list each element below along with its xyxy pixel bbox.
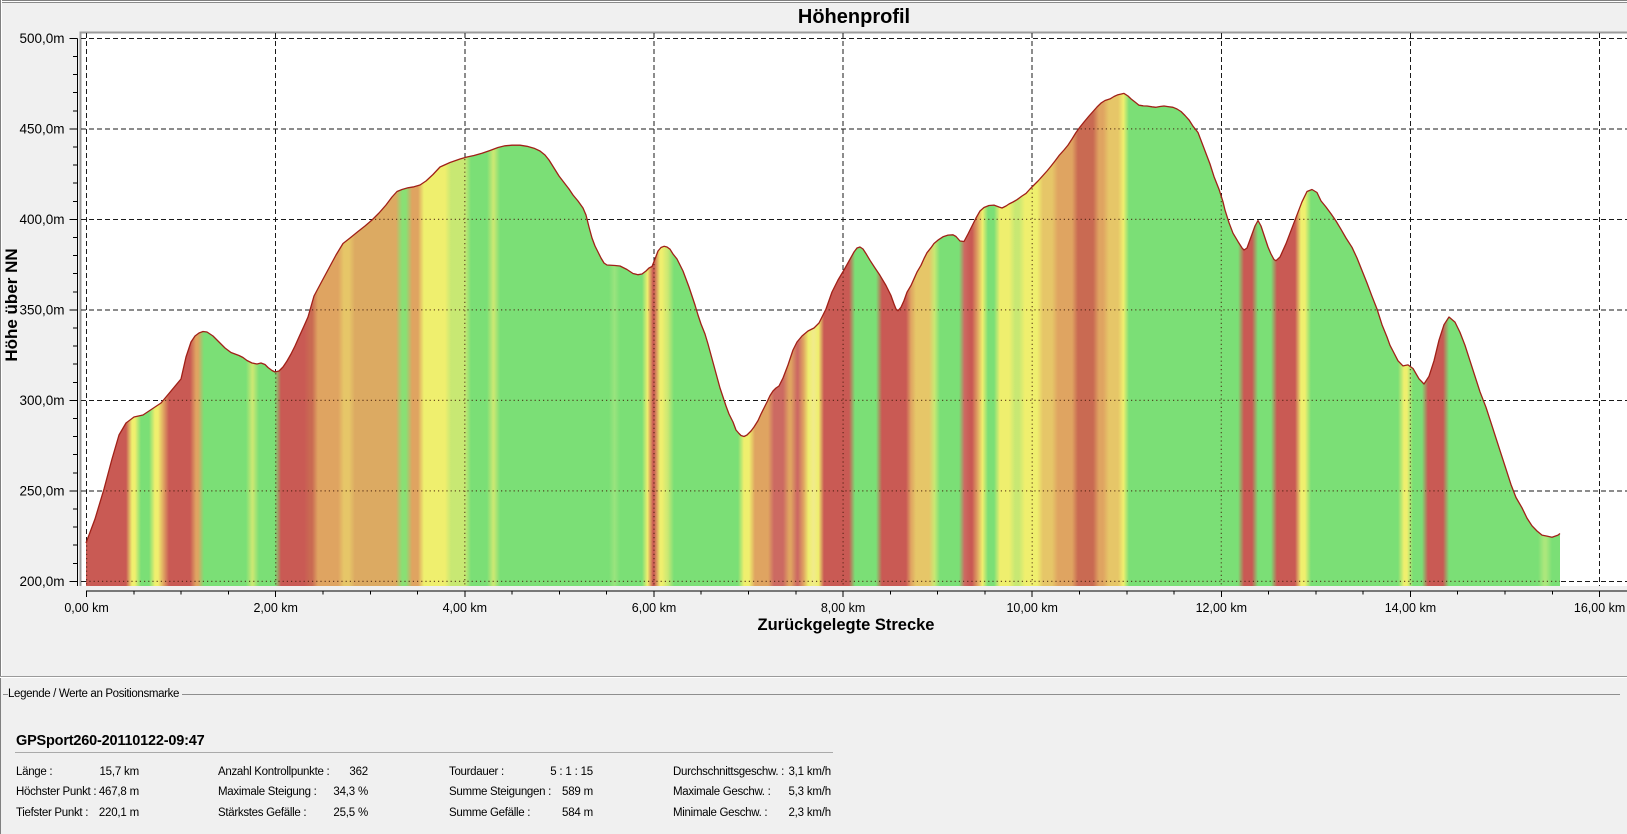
svg-text:2,00 km: 2,00 km	[253, 601, 297, 615]
svg-text:400,0m: 400,0m	[19, 212, 64, 227]
svg-text:16,00 km: 16,00 km	[1574, 601, 1625, 615]
svg-text:12,00 km: 12,00 km	[1196, 601, 1247, 615]
svg-text:0,00 km: 0,00 km	[64, 601, 108, 615]
svg-text:4,00 km: 4,00 km	[443, 601, 487, 615]
svg-text:Zurückgelegte Strecke: Zurückgelegte Strecke	[758, 616, 935, 634]
svg-text:10,00 km: 10,00 km	[1006, 601, 1057, 615]
svg-text:500,0m: 500,0m	[19, 31, 64, 46]
svg-text:8,00 km: 8,00 km	[821, 601, 865, 615]
svg-text:6,00 km: 6,00 km	[632, 601, 676, 615]
svg-text:250,0m: 250,0m	[19, 483, 64, 498]
svg-text:450,0m: 450,0m	[19, 121, 64, 136]
svg-text:Höhe über NN: Höhe über NN	[2, 248, 21, 361]
svg-text:Höhenprofil: Höhenprofil	[798, 6, 910, 28]
svg-text:300,0m: 300,0m	[19, 393, 64, 408]
svg-text:14,00 km: 14,00 km	[1385, 601, 1436, 615]
svg-text:200,0m: 200,0m	[19, 574, 64, 589]
svg-text:350,0m: 350,0m	[19, 302, 64, 317]
